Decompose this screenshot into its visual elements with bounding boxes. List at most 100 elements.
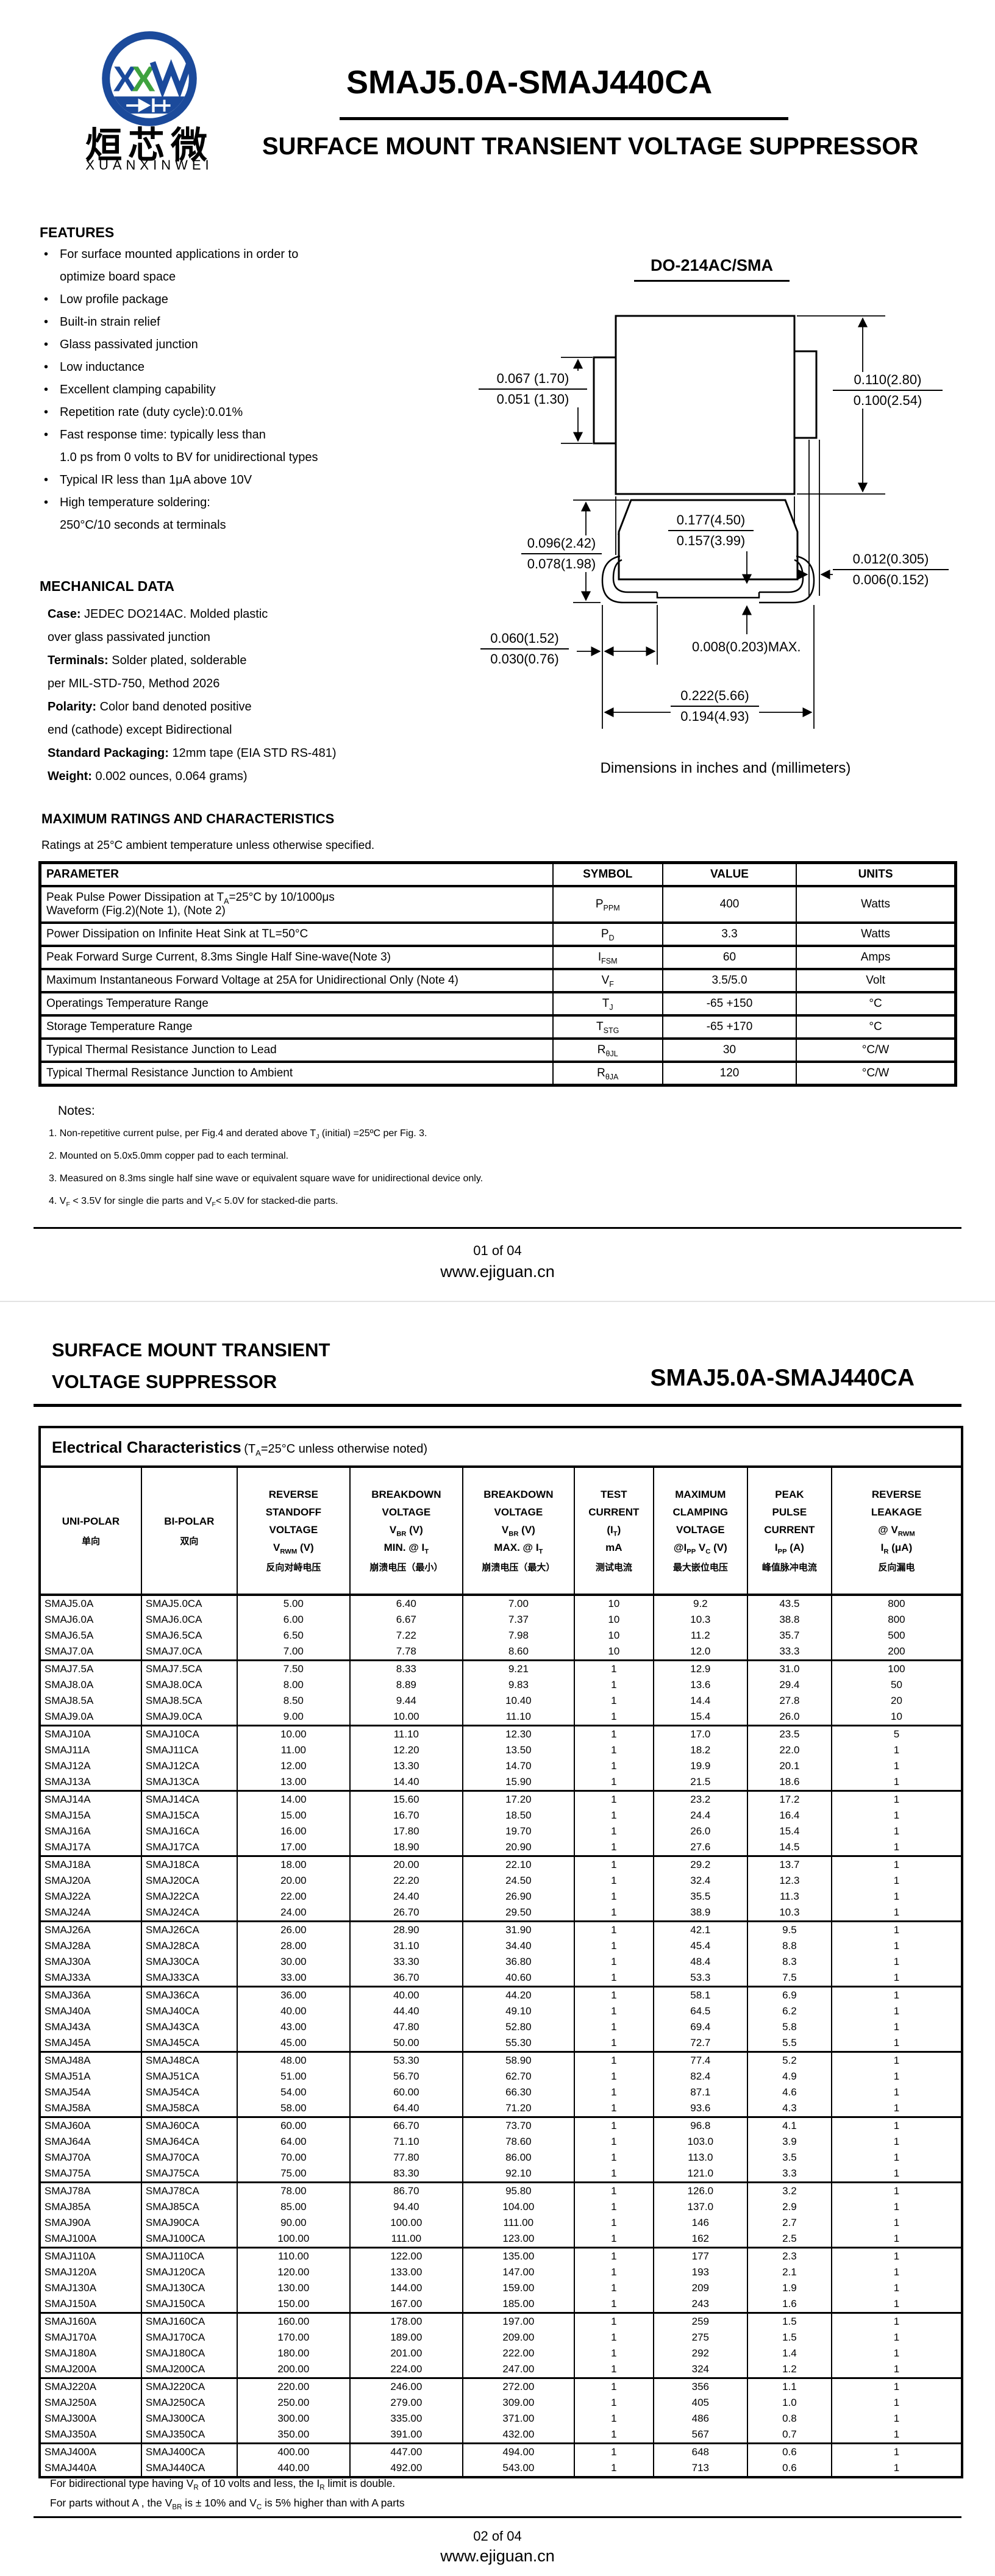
unipolar-cell: SMAJ26A [45, 1924, 91, 1936]
value-cell: 193 [652, 2264, 747, 2280]
table-row: SMAJ28A SMAJ28CA 28.00 31.10 34.40 1 45.4 8.8 1 [41, 1938, 961, 1954]
table-row: SMAJ43A SMAJ43CA 43.00 47.80 52.80 1 69.4 5.8 1 [41, 2019, 961, 2035]
value-cell: 18.6 [746, 1774, 832, 1792]
value-cell: 26.0 [746, 1709, 832, 1726]
dim-body-height: 0.110(2.80) 0.100(2.54) [833, 372, 943, 409]
unipolar-cell: SMAJ160A [45, 2316, 97, 2327]
value-cell: 9.21 [462, 1660, 574, 1677]
feature-item: • Low inductance [44, 360, 446, 383]
drawing-caption: Dimensions in inches and (millimeters) [600, 760, 851, 776]
value-cell: 224.00 [349, 2361, 463, 2379]
value-cell: 1 [830, 2215, 961, 2231]
value-cell: 1 [830, 2330, 961, 2345]
unipolar-cell: SMAJ54A [45, 2086, 91, 2098]
value-cell: 1 [573, 2247, 654, 2264]
value-cell: 82.4 [652, 2069, 747, 2084]
table-row: SMAJ58A SMAJ58CA 58.00 64.40 71.20 1 93.6 4.3 1 [41, 2100, 961, 2118]
unipolar-cell: SMAJ180A [45, 2347, 97, 2359]
value-cell: 1 [830, 1823, 961, 1839]
header-rule-2 [34, 1404, 961, 1407]
feature-text: High temperature soldering: [60, 496, 210, 509]
value-cell: 800 [830, 1612, 961, 1628]
value-cell: 1 [830, 1954, 961, 1970]
value-cell: 20 [830, 1693, 961, 1709]
feature-item: 250°C/10 seconds at terminals [44, 518, 446, 541]
unipolar-cell: SMAJ17A [41, 1839, 141, 1857]
value-cell: 4.3 [746, 2100, 832, 2118]
table-row: SMAJ10A SMAJ10CA 10.00 11.10 12.30 1 17.0 23.5 5 [41, 1725, 961, 1742]
bipolar-cell: SMAJ43CA [140, 2019, 237, 2035]
table-row: SMAJ12A SMAJ12CA 12.00 13.30 14.70 1 19.9 20.1 1 [41, 1758, 961, 1774]
bipolar-cell: SMAJ150CA [140, 2296, 237, 2314]
mechanical-text: per MIL-STD-750, Method 2026 [48, 677, 220, 690]
unipolar-cell: SMAJ10A [45, 1728, 91, 1740]
value-cell: 1 [573, 1677, 654, 1693]
bipolar-cell: SMAJ350CA [140, 2427, 237, 2444]
table-row: SMAJ26A SMAJ26CA 26.00 28.90 31.90 1 42.1 9.5 1 [41, 1921, 961, 1938]
value-cell: 0.6 [746, 2443, 832, 2460]
parameter-cell: Power Dissipation on Infinite Heat Sink … [40, 921, 553, 946]
value-cell: 1.5 [746, 2313, 832, 2330]
feature-item: • Typical IR less than 1μA above 10V [44, 473, 446, 496]
bullet-icon: • [44, 496, 49, 509]
value-cell: 35.7 [746, 1628, 832, 1644]
table-row: SMAJ40A SMAJ40CA 40.00 44.40 49.10 1 64.5 6.2 1 [41, 2003, 961, 2019]
bipolar-cell: SMAJ7.0CA [140, 1644, 237, 1661]
header-line: MIN. @ IT [383, 1542, 429, 1556]
value-cell: 10.00 [349, 1709, 463, 1726]
page-number-1: 01 of 04 [473, 1243, 522, 1258]
parameter-cell: Peak Forward Surge Current, 8.3ms Single… [40, 945, 553, 969]
value-cell: -65 +170 [662, 1014, 797, 1039]
header-line: (IT) [607, 1524, 621, 1538]
bipolar-cell: SMAJ9.0CA [140, 1709, 237, 1726]
value-cell: 8.60 [462, 1644, 574, 1661]
value-cell: 209.00 [462, 2330, 574, 2345]
value-cell: 1 [573, 1758, 654, 1774]
feature-text: 1.0 ps from 0 volts to BV for unidirecti… [60, 451, 318, 464]
unipolar-cell: SMAJ60A [45, 2120, 91, 2131]
value-cell: 16.00 [236, 1823, 350, 1839]
value-cell: 1 [830, 1774, 961, 1792]
value-cell: 7.22 [349, 1628, 463, 1644]
value-cell: 189.00 [349, 2330, 463, 2345]
value-cell: 1 [573, 2427, 654, 2444]
value-cell: 713 [652, 2460, 747, 2476]
header-line: @IPP VC (V) [673, 1542, 727, 1556]
value-cell: 486 [652, 2411, 747, 2427]
table-row: SMAJ48A SMAJ48CA 48.00 53.30 58.90 1 77.4 5.2 1 [41, 2052, 961, 2069]
value-cell: 1 [573, 2215, 654, 2231]
header-line: IPP (A) [774, 1542, 804, 1556]
value-cell: 1 [830, 2264, 961, 2280]
header-line-cn: 反向对峙电压 [266, 1562, 321, 1573]
website-2: www.ejiguan.cn [440, 2547, 555, 2565]
bipolar-cell: SMAJ78CA [140, 2182, 237, 2199]
value-cell: 20.00 [236, 1873, 350, 1889]
unipolar-cell: SMAJ300A [45, 2413, 97, 2424]
value-cell: 28.90 [349, 1921, 463, 1938]
value-cell: 309.00 [462, 2395, 574, 2411]
feature-item: 1.0 ps from 0 volts to BV for unidirecti… [44, 451, 446, 473]
value-cell: 77.4 [652, 2052, 747, 2069]
value-cell: 58.00 [236, 2100, 350, 2118]
table-row: Typical Thermal Resistance Junction to A… [40, 1061, 956, 1086]
value-cell: 52.80 [462, 2019, 574, 2035]
value-cell: 18.90 [349, 1839, 463, 1857]
value-cell: 77.80 [349, 2150, 463, 2166]
value-cell: 150.00 [236, 2296, 350, 2314]
value-cell: 1 [830, 2199, 961, 2215]
value-cell: 1 [573, 2395, 654, 2411]
unipolar-cell: SMAJ48A [45, 2055, 91, 2066]
bipolar-cell: SMAJ8.5CA [140, 1693, 237, 1709]
value-cell: 11.00 [236, 1742, 350, 1758]
value-cell: 86.70 [349, 2182, 463, 2199]
header-line-cn: 最大嵌位电压 [672, 1562, 728, 1573]
value-cell: 146 [652, 2215, 747, 2231]
value-cell: 96.8 [652, 2117, 747, 2134]
value-cell: 62.70 [462, 2069, 574, 2084]
mechanical-item: Terminals: Solder plated, solderable [48, 654, 438, 677]
mechanical-heading: MECHANICAL DATA [40, 578, 175, 594]
value-cell: 1 [830, 1921, 961, 1938]
value-cell: 0.7 [746, 2427, 832, 2444]
value-cell: 22.0 [746, 1742, 832, 1758]
unipolar-cell: SMAJ350A [41, 2427, 141, 2444]
